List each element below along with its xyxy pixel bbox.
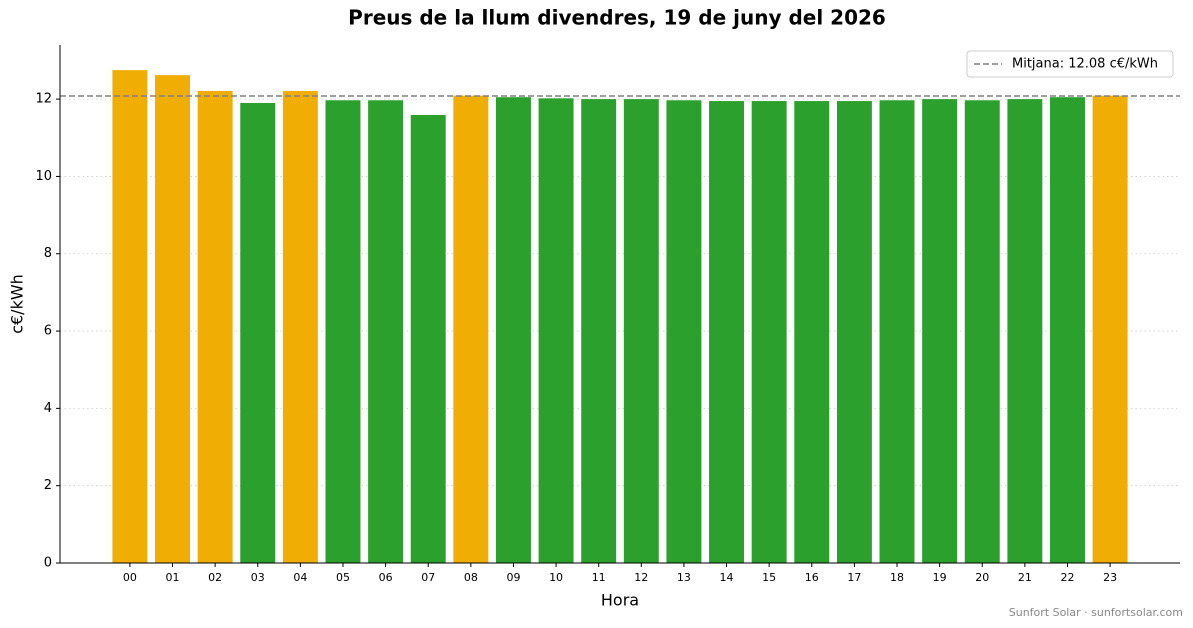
x-tick-label: 22 xyxy=(1060,571,1074,584)
footer: Sunfort Solar · sunfortsolar.com xyxy=(1009,606,1183,619)
bar xyxy=(1092,95,1128,564)
y-tick-label: 4 xyxy=(44,401,52,416)
bar xyxy=(410,114,446,563)
bar xyxy=(112,70,148,564)
bar xyxy=(623,99,659,564)
bar xyxy=(836,101,872,563)
x-tick-label: 21 xyxy=(1018,571,1032,584)
chart-title: Preus de la llum divendres, 19 de juny d… xyxy=(348,6,886,30)
x-tick-label: 07 xyxy=(421,571,435,584)
bar xyxy=(453,95,489,564)
x-tick-label: 16 xyxy=(805,571,819,584)
y-tick-label: 2 xyxy=(44,478,52,493)
x-tick-label: 23 xyxy=(1103,571,1117,584)
x-tick-label: 14 xyxy=(720,571,734,584)
y-tick-label: 10 xyxy=(35,169,52,184)
x-tick-label: 03 xyxy=(251,571,265,584)
x-tick-label: 08 xyxy=(464,571,478,584)
bar xyxy=(495,97,531,563)
y-tick-label: 6 xyxy=(44,324,52,339)
x-axis-label: Hora xyxy=(601,591,639,610)
bar xyxy=(666,100,702,563)
x-tick-label: 04 xyxy=(293,571,307,584)
y-tick-label: 12 xyxy=(35,92,52,107)
bar xyxy=(538,98,574,564)
bar xyxy=(368,100,404,563)
x-tick-label: 02 xyxy=(208,571,222,584)
x-tick-label: 05 xyxy=(336,571,350,584)
bar xyxy=(197,91,233,563)
y-tick-label: 0 xyxy=(44,556,52,571)
x-tick-label: 15 xyxy=(762,571,776,584)
legend-box xyxy=(966,50,1174,78)
x-tick-label: 18 xyxy=(890,571,904,584)
bar xyxy=(1050,97,1085,563)
bar xyxy=(325,100,361,563)
x-tick-label: 17 xyxy=(847,571,861,584)
bar xyxy=(282,91,318,563)
x-tick-label: 13 xyxy=(677,571,691,584)
bar xyxy=(922,99,958,564)
bar xyxy=(240,102,276,563)
x-tick-label: 10 xyxy=(549,571,563,584)
x-tick-label: 19 xyxy=(933,571,947,584)
bar xyxy=(155,75,190,564)
x-tick-label: 12 xyxy=(634,571,648,584)
bar xyxy=(794,101,830,563)
bar xyxy=(1007,99,1043,564)
y-tick-label: 8 xyxy=(44,246,52,261)
bar xyxy=(581,99,617,564)
x-tick-label: 09 xyxy=(506,571,520,584)
y-axis-label: c€/kWh xyxy=(8,274,27,334)
x-tick-label: 06 xyxy=(379,571,393,584)
x-tick-label: 20 xyxy=(975,571,989,584)
bar xyxy=(879,100,915,563)
bar xyxy=(709,101,745,563)
legend-label: Mitjana: 12.08 c€/kWh xyxy=(1012,57,1158,72)
x-tick-label: 00 xyxy=(123,571,137,584)
bar xyxy=(964,100,1000,563)
x-tick-label: 01 xyxy=(166,571,180,584)
x-tick-label: 11 xyxy=(592,571,606,584)
bar xyxy=(751,101,787,563)
